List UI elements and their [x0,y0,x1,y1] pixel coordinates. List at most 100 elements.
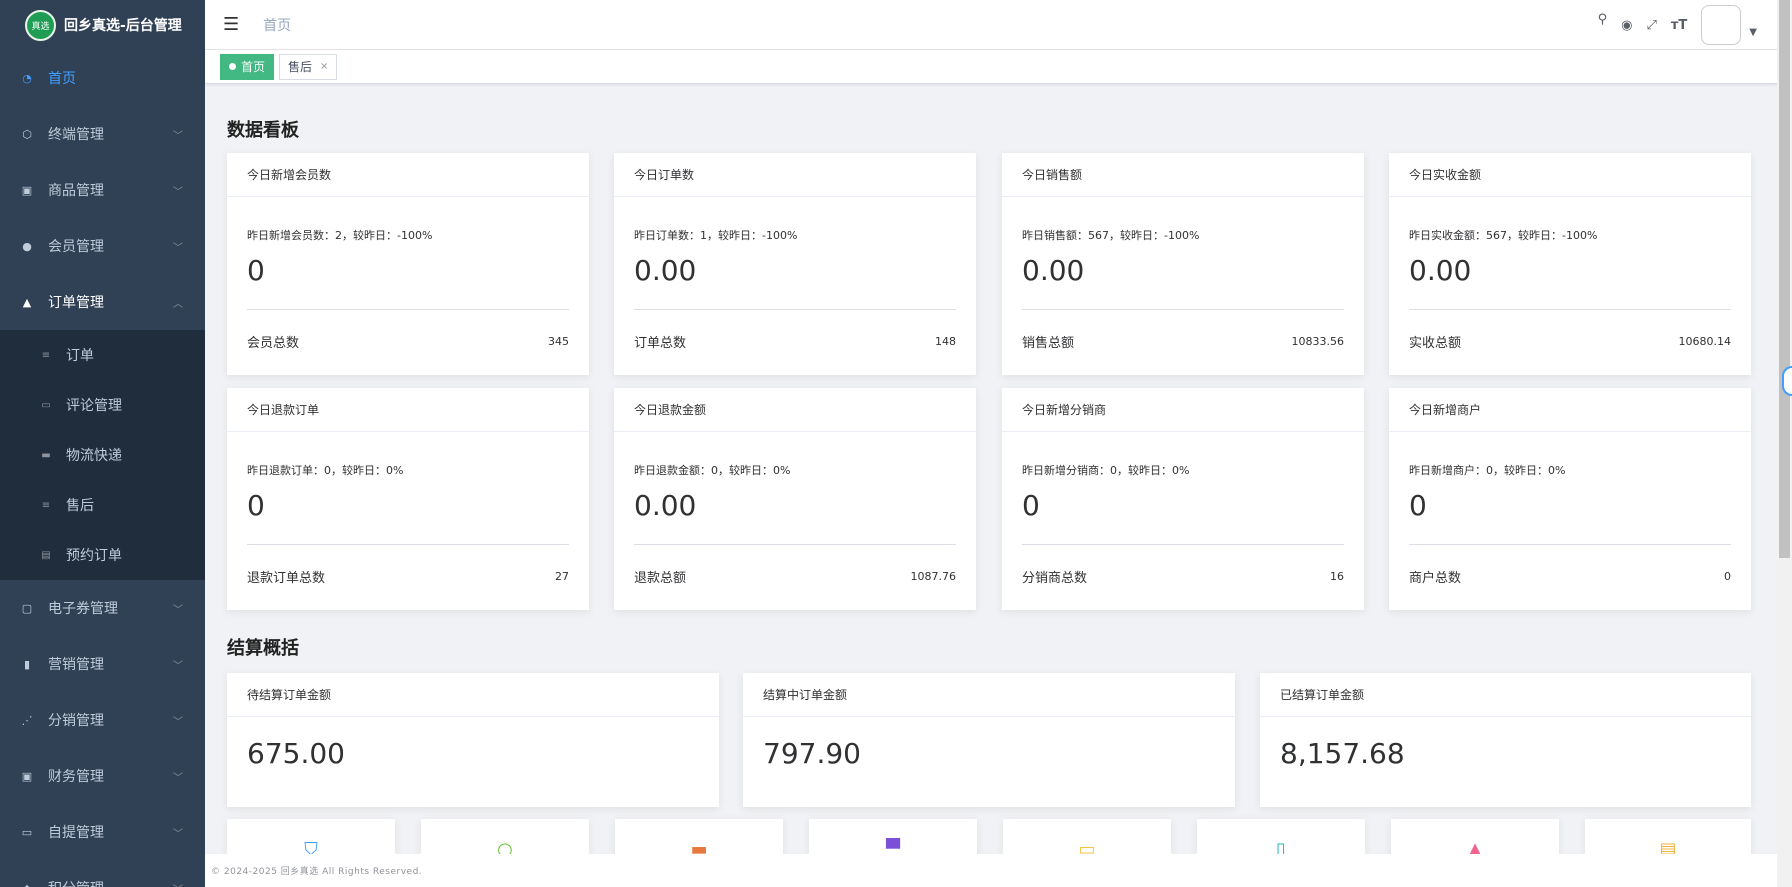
book-icon: ▯ [1276,839,1286,854]
card-header: 今日新增会员数 [227,153,589,197]
sidebar-item-home[interactable]: ◔ 首页 [0,50,205,106]
sidebar-item-members[interactable]: ● 会员管理 ﹀ [0,218,205,274]
card-header: 已结算订单金额 [1260,673,1751,717]
sidebar-item-label: 自提管理 [48,825,104,841]
scroll-thumb[interactable] [1779,0,1790,558]
tag-home[interactable]: 首页 [220,53,275,80]
app-title: 回乡真选-后台管理 [64,18,182,34]
compare-text: 昨日退款金额：0，较昨日：0% [634,464,791,477]
sidebar-item-marketing[interactable]: ▮ 营销管理 ﹀ [0,636,205,692]
inbox-icon: ▲ [1468,839,1482,854]
shortcut-card[interactable]: ▲ [1391,819,1559,854]
settlement-value: 8,157.68 [1280,737,1405,770]
stat-card: 今日新增商户 昨日新增商户：0，较昨日：0% 0 商户总数 0 [1389,388,1751,610]
sidebar-item-coupons[interactable]: ▢ 电子券管理 ﹀ [0,580,205,636]
sidebar-item-label: 营销管理 [48,657,104,673]
settlement-value: 797.90 [763,737,861,770]
settlement-value: 675.00 [247,737,345,770]
tag-label: 售后 [288,60,313,74]
sidebar-item-label: 积分管理 [48,878,104,887]
total-value: 345 [548,335,569,348]
tag-label: 首页 [241,60,266,74]
font-size-icon[interactable]: тT [1670,17,1688,33]
sidebar-item-finance[interactable]: ▣ 财务管理 ﹀ [0,748,205,804]
sidebar-subitem-orders[interactable]: ≡ 订单 [0,330,205,380]
total-label: 商户总数 [1409,571,1462,586]
card-header: 今日退款订单 [227,388,589,432]
total-value: 1087.76 [910,570,957,583]
comment-icon: ▭ [41,399,51,411]
dashboard-title: 数据看板 [227,120,299,141]
chevron-down-icon: ﹀ [173,604,183,616]
dashboard-icon: ◔ [22,71,32,85]
logo[interactable]: 真选 回乡真选-后台管理 [0,0,205,50]
money-icon: ▣ [21,769,33,783]
compare-text: 昨日新增商户：0，较昨日：0% [1409,464,1566,477]
total-value: 10680.14 [1678,335,1732,348]
divider [634,309,956,310]
scrollbar[interactable] [1777,0,1792,887]
stat-value: 0.00 [1409,254,1472,287]
shortcut-card[interactable]: ▭ [1003,819,1171,854]
shortcut-card[interactable]: ▤ [1585,819,1751,854]
divider [1409,544,1731,545]
shortcut-card[interactable]: ○ [421,819,589,854]
stat-value: 0.00 [634,254,697,287]
caret-down-icon[interactable]: ▼ [1749,26,1757,38]
sidebar-item-terminal[interactable]: ⬡ 终端管理 ﹀ [0,106,205,162]
sidebar-subitem-label: 预约订单 [66,548,122,564]
total-label: 退款订单总数 [247,571,326,586]
stat-card: 今日退款金额 昨日退款金额：0，较昨日：0% 0.00 退款总额 1087.76 [614,388,976,610]
divider [634,544,956,545]
chevron-down-icon: ﹀ [173,772,183,784]
stat-value: 0.00 [1022,254,1085,287]
doc-icon: ≡ [41,499,51,511]
sidebar-item-label: 终端管理 [48,127,104,143]
chevron-down-icon: ﹀ [173,660,183,672]
avatar[interactable] [1701,5,1742,45]
close-icon[interactable]: × [320,61,329,72]
stat-card: 今日新增分销商 昨日新增分销商：0，较昨日：0% 0 分销商总数 16 [1002,388,1364,610]
main-content: 数据看板 今日新增会员数 昨日新增会员数：2，较昨日：-100% 0 会员总数 3… [205,84,1777,854]
sidebar-item-orders[interactable]: ▲ 订单管理 ︿ [0,274,205,330]
truck-icon: ▬ [41,449,51,461]
total-label: 退款总额 [634,571,687,586]
card-header: 今日实收金额 [1389,153,1751,197]
stat-card: 今日新增会员数 昨日新增会员数：2，较昨日：-100% 0 会员总数 345 [227,153,589,375]
sidebar-item-distribution[interactable]: ⋰ 分销管理 ﹀ [0,692,205,748]
card-header: 今日新增商户 [1389,388,1751,432]
fullscreen-icon[interactable]: ⤢ [1646,17,1657,33]
sidebar-item-label: 商品管理 [48,183,104,199]
search-icon: ○ [497,839,513,854]
sidebar-subitem-aftersale[interactable]: ≡ 售后 [0,480,205,530]
search-icon[interactable]: ⚲ [1597,11,1608,27]
active-dot-icon [229,63,236,70]
sidebar-item-pickup[interactable]: ▭ 自提管理 ﹀ [0,804,205,860]
hamburger-icon[interactable]: ☰ [223,14,240,35]
navbar-actions: ⚲ ◉ ⤢ тT ▼ [1584,0,1757,50]
sidebar-subitem-comments[interactable]: ▭ 评论管理 [0,380,205,430]
tags-view: 首页 售后 × [205,50,1777,84]
sidebar-item-points[interactable]: ◆ 积分管理 ﹀ [0,860,205,887]
sidebar-subitem-logistics[interactable]: ▬ 物流快递 [0,430,205,480]
doc-icon: ≡ [41,349,51,361]
stat-value: 0 [247,254,265,287]
settlement-title: 结算概括 [227,638,299,659]
stat-value: 0 [1022,489,1040,522]
shortcut-card[interactable]: ▬ [615,819,783,854]
doc-icon: ▤ [1659,839,1677,854]
share-icon: ⋰ [21,713,33,727]
tag-aftersale[interactable]: 售后 × [279,53,338,80]
sidebar-subitem-reservations[interactable]: ▤ 预约订单 [0,530,205,580]
shortcut-card[interactable]: ⛉ [227,819,395,854]
shortcut-card[interactable]: ▀ [809,819,977,854]
chevron-down-icon: ﹀ [173,186,183,198]
settings-float-button[interactable] [1782,366,1792,396]
card-header: 今日退款金额 [614,388,976,432]
sidebar-subitem-label: 物流快递 [66,448,122,464]
settlement-card: 结算中订单金额 797.90 [743,673,1235,807]
shortcut-card[interactable]: ▯ [1197,819,1365,854]
breadcrumb[interactable]: 首页 [263,17,292,34]
github-icon[interactable]: ◉ [1621,17,1633,33]
sidebar-item-goods[interactable]: ▣ 商品管理 ﹀ [0,162,205,218]
